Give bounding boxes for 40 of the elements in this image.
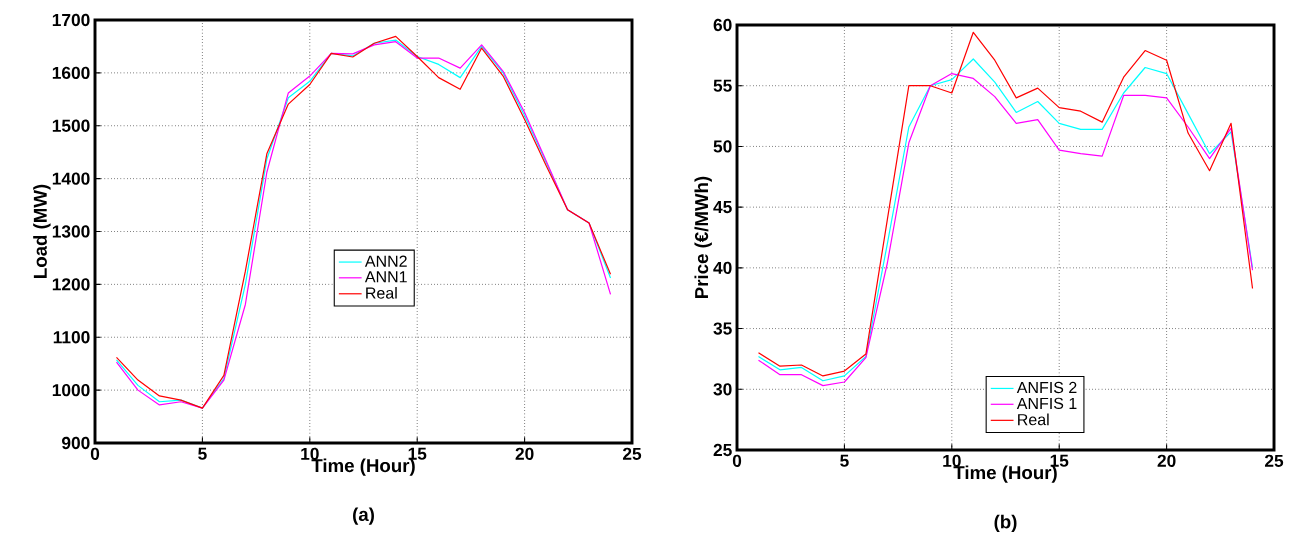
legend-label: ANFIS 2 [1016,381,1077,394]
y-tick-label: 1500 [52,119,90,132]
x-tick-label: 10 [943,454,961,467]
legend-label: Real [366,287,397,299]
y-tick-label: 60 [713,18,732,32]
y-tick-label: 50 [713,140,732,153]
y-tick-label: 1600 [52,66,90,80]
y-tick-label: 45 [713,201,732,214]
legend-label: Real [1018,413,1049,426]
x-tick-label: 20 [515,447,534,460]
y-tick-label: 1200 [52,278,90,291]
y-tick-label: 30 [713,383,732,396]
x-tick-label: 25 [1264,454,1284,467]
x-tick-label: 5 [840,454,849,467]
y-tick-label: 40 [713,261,732,274]
y-tick-label: 1000 [52,383,90,397]
x-tick-label: 15 [408,447,427,460]
y-tick-label: 1300 [52,225,90,238]
x-tick-label: 25 [622,447,642,460]
x-tick-label: 5 [198,447,207,460]
y-axis-title: Price (€/MWh) [694,176,712,298]
x-axis-title: Time (Hour) [311,458,415,476]
x-tick-label: 10 [301,447,319,460]
legend-label: ANN1 [364,271,407,283]
legend-label: ANN2 [364,255,407,267]
y-tick-label: 1400 [52,172,90,185]
legend-label: ANFIS 1 [1016,397,1077,410]
x-axis-title: Time (Hour) [953,465,1057,483]
text: (b) [994,514,1017,533]
y-tick-label: 900 [61,436,90,450]
y-tick-label: 1700 [52,13,90,27]
y-axis-title: Load (MW) [33,184,51,278]
y-tick-label: 1100 [53,331,90,344]
x-tick-label: 20 [1157,454,1176,467]
x-tick-label: 15 [1050,454,1069,467]
y-tick-label: 55 [713,79,732,92]
y-tick-label: 35 [713,322,732,335]
x-tick-label: 0 [90,447,100,460]
x-tick-label: 0 [732,454,742,467]
text: (a) [353,507,374,525]
